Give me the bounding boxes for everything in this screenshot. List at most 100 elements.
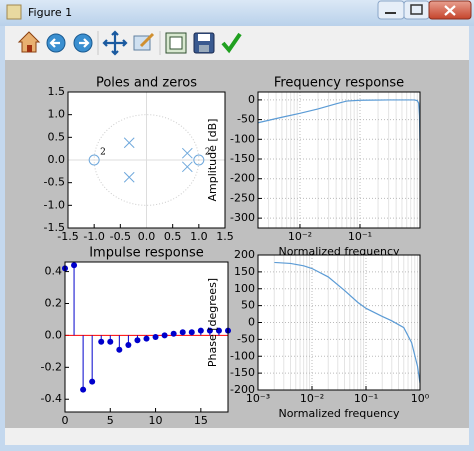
x-tick-label: 0.0: [138, 230, 156, 243]
status-bar: [5, 428, 469, 445]
unit-circle: [93, 114, 200, 206]
x-tick-label: 1.5: [216, 230, 234, 243]
y-tick-label: 0: [248, 93, 255, 106]
stem-marker: [215, 327, 222, 334]
y-tick-label: -200: [230, 172, 255, 185]
stem-marker: [197, 327, 204, 334]
y-tick-label: 0.0: [45, 328, 63, 341]
window-title: Figure 1: [28, 6, 72, 19]
stem-marker: [161, 332, 168, 339]
y-tick-label: 200: [234, 248, 255, 261]
multiplicity-label: 2: [100, 148, 106, 158]
forward-button[interactable]: [73, 33, 93, 53]
close-icon: [444, 5, 456, 16]
x-axis-label: Normalized frequency: [278, 407, 400, 420]
y-axis-label: Phase [degrees]: [206, 278, 219, 367]
y-tick-label: -50: [237, 113, 255, 126]
axes-background: [258, 92, 420, 228]
stem-marker: [80, 386, 87, 393]
stem-marker: [98, 338, 105, 345]
stem-marker: [206, 327, 213, 334]
axes-title: Poles and zeros: [96, 76, 197, 91]
minimize-button[interactable]: [377, 0, 405, 20]
zero-marker: [193, 154, 205, 166]
y-tick-label: 0.4: [45, 265, 63, 278]
y-tick-label: -150: [230, 152, 255, 165]
stem-marker: [125, 341, 132, 348]
y-tick-label: -1.0: [44, 198, 65, 211]
x-tick-label: 10⁻²: [288, 230, 312, 243]
subplots-button[interactable]: [165, 32, 187, 54]
y-tick-label: -1.5: [44, 221, 65, 234]
y-tick-label: -0.2: [41, 360, 62, 373]
x-tick-label: 10⁻³: [246, 392, 270, 405]
axes-title: Frequency response: [274, 76, 404, 91]
y-tick-label: 150: [234, 265, 255, 278]
x-tick-label: -1.5: [57, 230, 78, 243]
x-tick-label: -0.5: [110, 230, 131, 243]
pole-marker: [181, 147, 193, 159]
home-button[interactable]: [17, 31, 41, 53]
axes-title: Impulse response: [89, 246, 204, 261]
app-icon: [6, 4, 22, 20]
stem-marker: [143, 335, 150, 342]
y-tick-label: 1.5: [48, 85, 66, 98]
y-tick-label: 0.2: [45, 296, 63, 309]
y-tick-label: -50: [237, 332, 255, 345]
y-tick-label: -0.5: [44, 176, 65, 189]
x-tick-label: 10⁻¹: [348, 230, 372, 243]
y-tick-label: 1.0: [48, 108, 66, 121]
x-tick-label: 0.5: [164, 230, 182, 243]
y-tick-label: -300: [230, 211, 255, 224]
x-tick-label: 10⁻²: [300, 392, 324, 405]
y-tick-label: 0: [248, 316, 255, 329]
x-tick-label: 10⁰: [411, 392, 430, 405]
axes-frame: [257, 254, 421, 391]
axes-frame: [64, 261, 229, 413]
maximize-button[interactable]: [403, 0, 430, 20]
y-axis-label: Amplitude [dB]: [206, 119, 219, 202]
x-tick-label: 5: [107, 414, 114, 427]
x-tick-label: 15: [194, 414, 208, 427]
stem-marker: [107, 338, 114, 345]
x-tick-label: 10⁻¹: [354, 392, 378, 405]
y-tick-label: -0.4: [41, 392, 62, 405]
x-tick-label: -1.0: [83, 230, 104, 243]
x-tick-label: 10: [149, 414, 163, 427]
y-tick-label: 0.5: [48, 130, 66, 143]
stem-marker: [134, 337, 141, 344]
y-tick-label: 100: [234, 282, 255, 295]
pan-button[interactable]: [102, 30, 128, 56]
y-tick-label: -150: [230, 366, 255, 379]
save-button[interactable]: [193, 32, 215, 54]
x-tick-label: 1.0: [190, 230, 208, 243]
zoom-button[interactable]: [133, 32, 155, 51]
pole-marker: [123, 171, 135, 183]
stem-marker: [116, 346, 123, 353]
zero-marker: [88, 154, 100, 166]
y-tick-label: -100: [230, 349, 255, 362]
axes-frame: [67, 91, 226, 229]
back-button[interactable]: [46, 33, 66, 53]
axes-frame: [257, 91, 421, 229]
y-tick-label: -200: [230, 383, 255, 396]
line: [274, 262, 420, 383]
y-tick-label: -250: [230, 191, 255, 204]
stem-marker: [152, 334, 159, 340]
pole-marker: [181, 161, 193, 173]
line: [258, 100, 420, 151]
maximize-icon: [410, 4, 423, 15]
stem-marker: [89, 378, 96, 385]
stem-marker: [179, 329, 186, 336]
stem-marker: [170, 330, 177, 337]
check-button[interactable]: [221, 32, 242, 54]
y-tick-label: 50: [241, 299, 255, 312]
multiplicity-label: 2: [205, 148, 211, 158]
stem-marker: [188, 329, 195, 336]
pole-marker: [123, 137, 135, 149]
y-tick-label: -100: [230, 132, 255, 145]
y-tick-label: 0.0: [48, 153, 66, 166]
x-tick-label: 0: [62, 414, 69, 427]
stem-marker: [71, 262, 78, 269]
